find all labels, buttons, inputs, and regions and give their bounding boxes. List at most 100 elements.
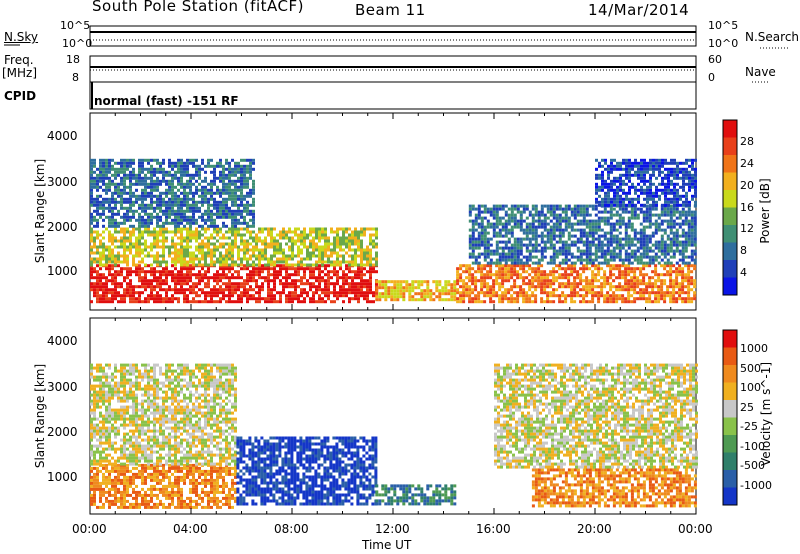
heatmap-cell bbox=[687, 225, 691, 229]
heatmap-cell bbox=[459, 276, 463, 280]
heatmap-cell bbox=[609, 255, 613, 259]
heatmap-cell bbox=[609, 297, 613, 301]
heatmap-cell bbox=[369, 300, 372, 304]
heatmap-cell bbox=[204, 300, 207, 304]
heatmap-cell bbox=[627, 216, 631, 220]
heatmap-cell bbox=[513, 285, 517, 289]
heatmap-cell bbox=[192, 233, 195, 237]
heatmap-cell bbox=[183, 167, 186, 171]
heatmap-cell bbox=[678, 243, 682, 247]
heatmap-cell bbox=[159, 260, 162, 264]
heatmap-cell bbox=[564, 216, 568, 220]
heatmap-cell bbox=[633, 228, 637, 232]
heatmap-cell bbox=[165, 188, 168, 192]
heatmap-cell bbox=[312, 273, 315, 277]
heatmap-cell bbox=[138, 164, 141, 168]
heatmap-cell bbox=[576, 222, 580, 226]
heatmap-cell bbox=[153, 288, 156, 292]
heatmap-cell bbox=[607, 164, 610, 168]
heatmap-cell bbox=[645, 219, 649, 223]
heatmap-cell bbox=[642, 231, 646, 235]
heatmap-cell bbox=[363, 294, 366, 298]
heatmap-cell bbox=[276, 245, 279, 249]
heatmap-cell bbox=[591, 243, 595, 247]
heatmap-cell bbox=[120, 215, 123, 219]
heatmap-cell bbox=[687, 264, 691, 268]
heatmap-cell bbox=[288, 257, 291, 261]
heatmap-cell bbox=[600, 246, 604, 250]
heatmap-cell bbox=[294, 233, 297, 237]
heatmap-cell bbox=[159, 300, 162, 304]
heatmap-cell bbox=[213, 273, 216, 277]
heatmap-cell bbox=[595, 182, 598, 186]
heatmap-cell bbox=[687, 282, 691, 286]
heatmap-cell bbox=[264, 251, 267, 255]
heatmap-cell bbox=[606, 282, 610, 286]
heatmap-cell bbox=[201, 212, 204, 216]
heatmap-cell bbox=[549, 255, 553, 259]
heatmap-cell bbox=[342, 239, 345, 243]
heatmap-cell bbox=[141, 182, 144, 186]
heatmap-cell bbox=[321, 245, 324, 249]
heatmap-cell bbox=[579, 300, 583, 304]
heatmap-cell bbox=[150, 288, 153, 292]
heatmap-cell bbox=[468, 210, 472, 214]
heatmap-cell bbox=[96, 276, 99, 280]
heatmap-cell bbox=[267, 267, 270, 271]
heatmap-cell bbox=[366, 270, 369, 274]
heatmap-cell bbox=[664, 185, 667, 189]
heatmap-cell bbox=[627, 291, 631, 295]
heatmap-cell bbox=[613, 197, 616, 201]
heatmap-cell bbox=[637, 182, 640, 186]
heatmap-cell bbox=[555, 252, 559, 256]
heatmap-cell bbox=[111, 279, 114, 283]
heatmap-cell bbox=[525, 228, 529, 232]
heatmap-cell bbox=[174, 218, 177, 222]
heatmap-cell bbox=[474, 288, 478, 292]
heatmap-cell bbox=[168, 297, 171, 301]
heatmap-cell bbox=[649, 164, 652, 168]
heatmap-cell bbox=[366, 285, 369, 289]
heatmap-cell bbox=[309, 257, 312, 261]
heatmap-cell bbox=[495, 240, 499, 244]
heatmap-cell bbox=[225, 206, 228, 210]
heatmap-cell bbox=[102, 242, 105, 246]
heatmap-cell bbox=[619, 203, 622, 207]
heatmap-cell bbox=[618, 285, 622, 289]
heatmap-cell bbox=[156, 239, 159, 243]
heatmap-cell bbox=[480, 282, 484, 286]
heatmap-cell bbox=[132, 173, 135, 177]
heatmap-cell bbox=[468, 291, 472, 295]
heatmap-cell bbox=[150, 233, 153, 237]
heatmap-cell bbox=[642, 255, 646, 259]
heatmap-cell bbox=[93, 239, 96, 243]
heatmap-cell bbox=[492, 210, 496, 214]
heatmap-cell bbox=[207, 267, 210, 271]
heatmap-cell bbox=[219, 263, 222, 267]
heatmap-cell bbox=[444, 292, 448, 296]
heatmap-cell bbox=[210, 257, 213, 261]
heatmap-cell bbox=[519, 216, 523, 220]
heatmap-cell bbox=[111, 254, 114, 258]
heatmap-cell bbox=[273, 282, 276, 286]
heatmap-cell bbox=[636, 282, 640, 286]
heatmap-cell bbox=[657, 261, 661, 265]
heatmap-cell bbox=[141, 282, 144, 286]
heatmap-cell bbox=[498, 231, 502, 235]
heatmap-cell bbox=[312, 294, 315, 298]
heatmap-cell bbox=[468, 270, 472, 274]
heatmap-cell bbox=[201, 197, 204, 201]
heatmap-cell bbox=[267, 260, 270, 264]
heatmap-cell bbox=[264, 297, 267, 301]
heatmap-cell bbox=[240, 200, 243, 204]
heatmap-cell bbox=[204, 176, 207, 180]
heatmap-cell bbox=[663, 240, 667, 244]
heatmap-cell bbox=[516, 225, 520, 229]
heatmap-cell bbox=[126, 227, 129, 231]
heatmap-cell bbox=[606, 294, 610, 298]
heatmap-cell bbox=[595, 158, 598, 162]
heatmap-cell bbox=[351, 236, 354, 240]
heatmap-cell bbox=[462, 288, 466, 292]
heatmap-cell bbox=[525, 207, 529, 211]
heatmap-cell bbox=[564, 294, 568, 298]
